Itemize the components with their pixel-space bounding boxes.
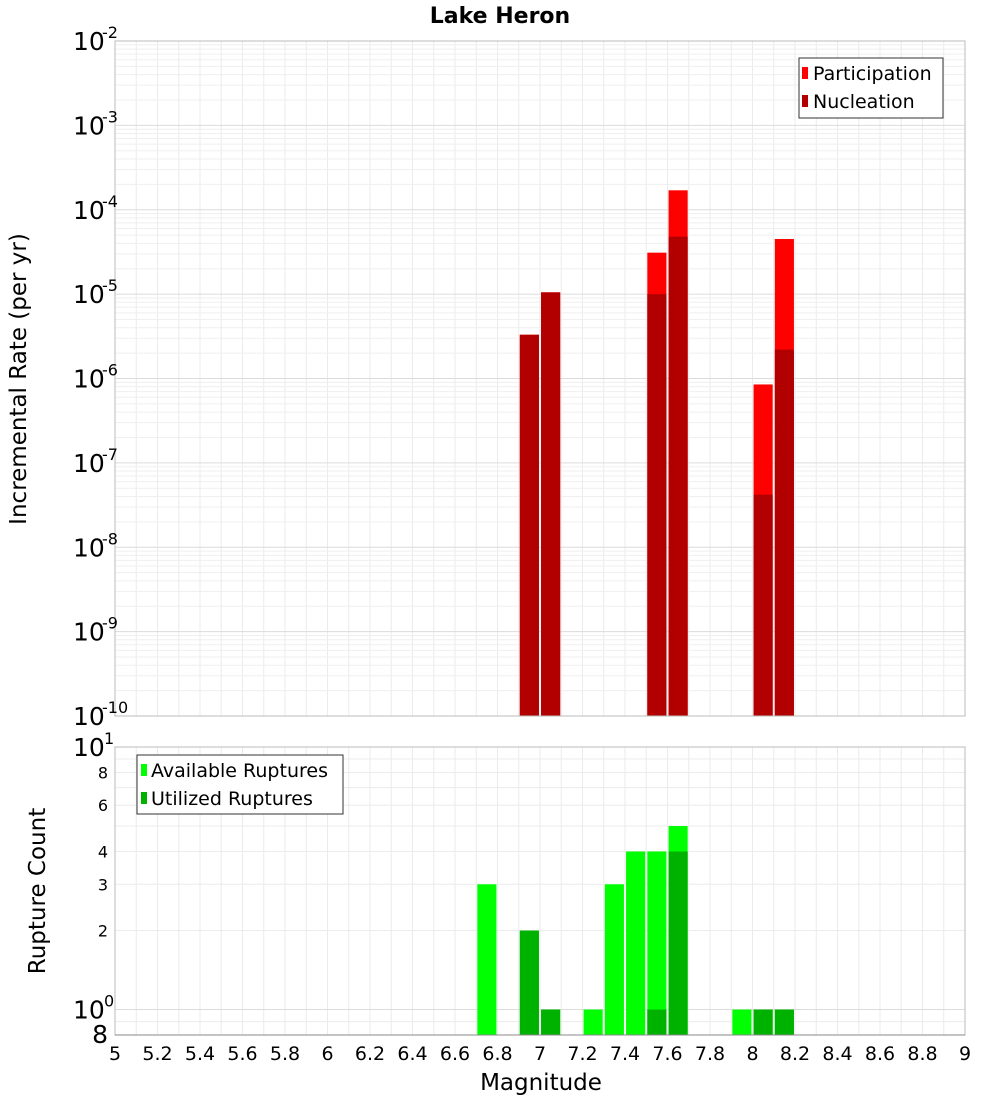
top-legend: Participation Nucleation bbox=[798, 57, 944, 119]
legend-swatch-participation bbox=[802, 67, 808, 79]
top-y-tick-label-base: 10 bbox=[73, 27, 105, 56]
chart-title: Lake Heron bbox=[430, 4, 570, 29]
top-y-tick-label-base: 10 bbox=[73, 449, 105, 478]
top-bar-nucleation bbox=[774, 349, 794, 716]
top-y-tick-label-base: 10 bbox=[73, 280, 105, 309]
legend-swatch-utilized-ruptures bbox=[141, 792, 147, 804]
bottom-y-minor-tick-label: 8 bbox=[92, 1020, 108, 1049]
top-bar-nucleation bbox=[541, 292, 561, 716]
bottom-y-minor-tick-label: 2 bbox=[98, 922, 108, 941]
x-tick-label: 5.8 bbox=[270, 1043, 300, 1065]
bottom-bar-available-ruptures bbox=[477, 884, 497, 1035]
bottom-bar-utilized-ruptures bbox=[774, 1009, 794, 1035]
bottom-bar-utilized-ruptures bbox=[647, 1009, 667, 1035]
x-tick-label: 7.2 bbox=[567, 1043, 597, 1065]
top-bar-nucleation bbox=[519, 334, 539, 716]
bars-layer bbox=[477, 190, 794, 1035]
legend-label-participation: Participation bbox=[813, 63, 932, 85]
bottom-y-tick-label-exponent: 1 bbox=[104, 729, 114, 748]
x-tick-label: 6.4 bbox=[397, 1043, 427, 1065]
x-tick-label: 7.6 bbox=[652, 1043, 682, 1065]
top-y-tick-label-exponent: -5 bbox=[102, 276, 118, 295]
x-tick-label: 5 bbox=[109, 1043, 121, 1065]
top-legend-box bbox=[798, 57, 944, 119]
bottom-y-minor-tick-label: 4 bbox=[98, 842, 108, 861]
bottom-legend: Available Ruptures Utilized Ruptures bbox=[136, 754, 344, 815]
top-bar-nucleation bbox=[668, 236, 688, 716]
bottom-bar-available-ruptures bbox=[583, 1009, 603, 1035]
top-y-tick-label-exponent: -4 bbox=[102, 192, 118, 211]
top-y-tick-label-base: 10 bbox=[73, 618, 105, 647]
bottom-bar-available-ruptures bbox=[604, 884, 624, 1035]
top-y-tick-label-base: 10 bbox=[73, 111, 105, 140]
bottom-legend-box bbox=[136, 754, 344, 815]
top-bar-nucleation bbox=[753, 494, 773, 716]
top-y-tick-label-base: 10 bbox=[73, 533, 105, 562]
x-tick-label: 8.2 bbox=[780, 1043, 810, 1065]
grid-layer bbox=[115, 41, 965, 1036]
x-tick-label: 8.4 bbox=[822, 1043, 852, 1065]
x-tick-label: 6.8 bbox=[482, 1043, 512, 1065]
top-y-tick-label-exponent: -9 bbox=[102, 614, 118, 633]
top-y-tick-label-base: 10 bbox=[73, 365, 105, 394]
x-tick-label: 5.2 bbox=[142, 1043, 172, 1065]
top-y-tick-label-exponent: -8 bbox=[102, 529, 118, 548]
bottom-bar-available-ruptures bbox=[732, 1009, 752, 1035]
frame-layer bbox=[114, 40, 966, 1036]
legend-swatch-available-ruptures bbox=[141, 764, 147, 776]
top-y-tick-label-exponent: -2 bbox=[102, 23, 118, 42]
bottom-y-tick-label-exponent: 0 bbox=[104, 992, 114, 1011]
x-tick-label: 7.8 bbox=[695, 1043, 725, 1065]
x-tick-label: 5.4 bbox=[185, 1043, 215, 1065]
legend-swatch-nucleation bbox=[802, 95, 808, 107]
x-tick-label: 7 bbox=[534, 1043, 546, 1065]
top-bar-nucleation bbox=[647, 294, 667, 716]
bottom-bar-utilized-ruptures bbox=[541, 1009, 561, 1035]
tick-labels-layer: 5 5.2 5.4 5.6 5.8 6 6.2 6.4 6.6 6.8 7 7.2 7.4 7.6 7.8 8… bbox=[73, 23, 971, 1065]
x-tick-label: 7.4 bbox=[610, 1043, 640, 1065]
legend-label-utilized-ruptures: Utilized Ruptures bbox=[151, 788, 313, 810]
x-tick-label: 6.2 bbox=[355, 1043, 385, 1065]
top-y-tick-label-exponent: -3 bbox=[102, 107, 118, 126]
x-tick-label: 8.6 bbox=[865, 1043, 895, 1065]
bottom-bar-utilized-ruptures bbox=[519, 930, 539, 1035]
bottom-y-tick-label-base: 10 bbox=[73, 996, 105, 1025]
top-y-tick-label-base: 10 bbox=[73, 196, 105, 225]
x-tick-label: 9 bbox=[959, 1043, 971, 1065]
bottom-y-minor-tick-label: 8 bbox=[98, 763, 108, 782]
legend-label-nucleation: Nucleation bbox=[813, 91, 915, 113]
bottom-y-axis-title: Rupture Count bbox=[25, 808, 51, 974]
top-y-tick-label-base: 10 bbox=[73, 702, 105, 731]
top-y-tick-label-exponent: -10 bbox=[102, 698, 128, 717]
x-tick-label: 6 bbox=[321, 1043, 333, 1065]
bottom-y-minor-tick-label: 6 bbox=[98, 796, 108, 815]
bottom-y-tick-label-base: 10 bbox=[73, 733, 105, 762]
x-tick-label: 8.8 bbox=[907, 1043, 937, 1065]
top-y-axis-title: Incremental Rate (per yr) bbox=[6, 233, 32, 525]
bottom-bar-utilized-ruptures bbox=[753, 1009, 773, 1035]
x-axis-title: Magnitude bbox=[480, 1070, 602, 1096]
bottom-bar-available-ruptures bbox=[626, 851, 646, 1035]
legend-label-available-ruptures: Available Ruptures bbox=[151, 760, 328, 782]
top-y-tick-label-exponent: -6 bbox=[102, 361, 118, 380]
x-tick-label: 5.6 bbox=[227, 1043, 257, 1065]
top-y-tick-label-exponent: -7 bbox=[102, 445, 118, 464]
x-tick-label: 6.6 bbox=[440, 1043, 470, 1065]
x-tick-label: 8 bbox=[746, 1043, 758, 1065]
bottom-bar-utilized-ruptures bbox=[668, 851, 688, 1035]
bottom-y-minor-tick-label: 3 bbox=[98, 875, 108, 894]
bottom-bar-available-ruptures bbox=[647, 851, 667, 1035]
top-plot-frame bbox=[114, 40, 966, 717]
